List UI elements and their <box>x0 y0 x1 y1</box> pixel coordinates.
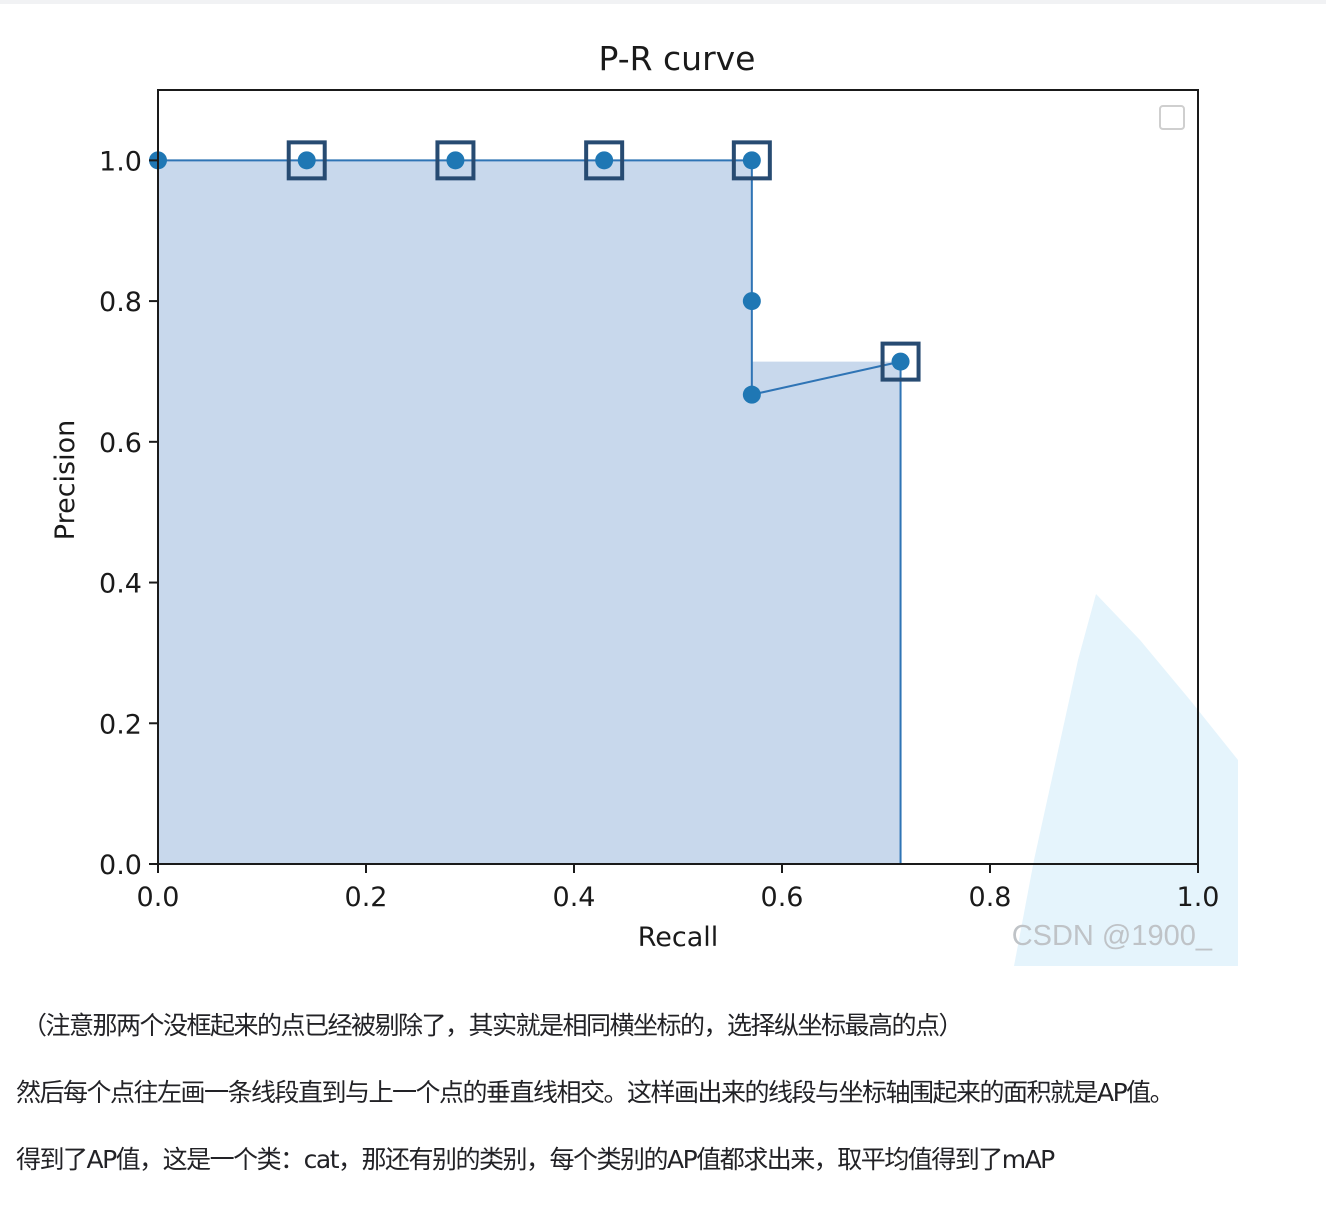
y-tick-label: 0.0 <box>99 850 142 881</box>
data-point <box>446 151 465 170</box>
explanation-paragraph: 然后每个点往左画一条线段直到与上一个点的垂直线相交。这样画出来的线段与坐标轴围起… <box>16 1078 1175 1107</box>
x-tick-label: 1.0 <box>1177 882 1220 913</box>
plot-area <box>149 140 921 864</box>
y-tick-label: 0.6 <box>99 428 142 459</box>
kept-point-box <box>731 140 772 181</box>
x-tick-label: 0.6 <box>761 882 804 913</box>
data-point <box>297 151 316 170</box>
data-point <box>742 292 761 311</box>
note-paragraph: （注意那两个没框起来的点已经被剔除了，其实就是相同横坐标的，选择纵坐标最高的点） <box>22 1011 964 1040</box>
kept-point-box <box>880 341 921 382</box>
data-point <box>742 151 761 170</box>
y-tick-label: 0.8 <box>99 287 142 318</box>
kept-point-box <box>584 140 625 181</box>
data-point <box>891 352 910 371</box>
plot-frame <box>157 89 1199 865</box>
conclusion-paragraph: 得到了AP值，这是一个类：cat，那还有别的类别，每个类别的AP值都求出来，取平… <box>16 1145 1055 1174</box>
ap-area <box>158 160 901 864</box>
chart-title: P-R curve <box>599 39 756 78</box>
x-axis-label: Recall <box>638 922 719 953</box>
data-point <box>742 385 761 404</box>
x-tick-label: 0.2 <box>345 882 388 913</box>
y-tick-label: 1.0 <box>99 146 142 177</box>
watermark: CSDN @1900_ <box>1012 920 1213 952</box>
y-tick-label: 0.2 <box>99 709 142 740</box>
y-axis: 0.0 0.2 0.4 0.6 0.8 1.0 <box>99 146 158 881</box>
pr-curve-chart: P-R curve 0.0 0.2 0.4 0.6 0.8 1.0 0.00.20.40.… <box>50 39 1238 966</box>
pr-curve-line <box>158 159 901 396</box>
x-axis: 0.0 0.2 0.4 0.6 0.8 1.0 <box>137 864 1220 913</box>
y-tick-label: 0.4 <box>99 569 142 600</box>
decorative-shape <box>1014 594 1238 966</box>
legend-box <box>1159 105 1185 130</box>
x-tick-label: 0.8 <box>969 882 1012 913</box>
kept-point-box <box>286 140 327 181</box>
kept-point-box <box>435 140 476 181</box>
x-tick-label: 0.4 <box>553 882 596 913</box>
data-point <box>595 151 614 170</box>
y-axis-label: Precision <box>50 420 81 540</box>
x-tick-label: 0.0 <box>137 882 180 913</box>
top-divider <box>0 0 1326 4</box>
